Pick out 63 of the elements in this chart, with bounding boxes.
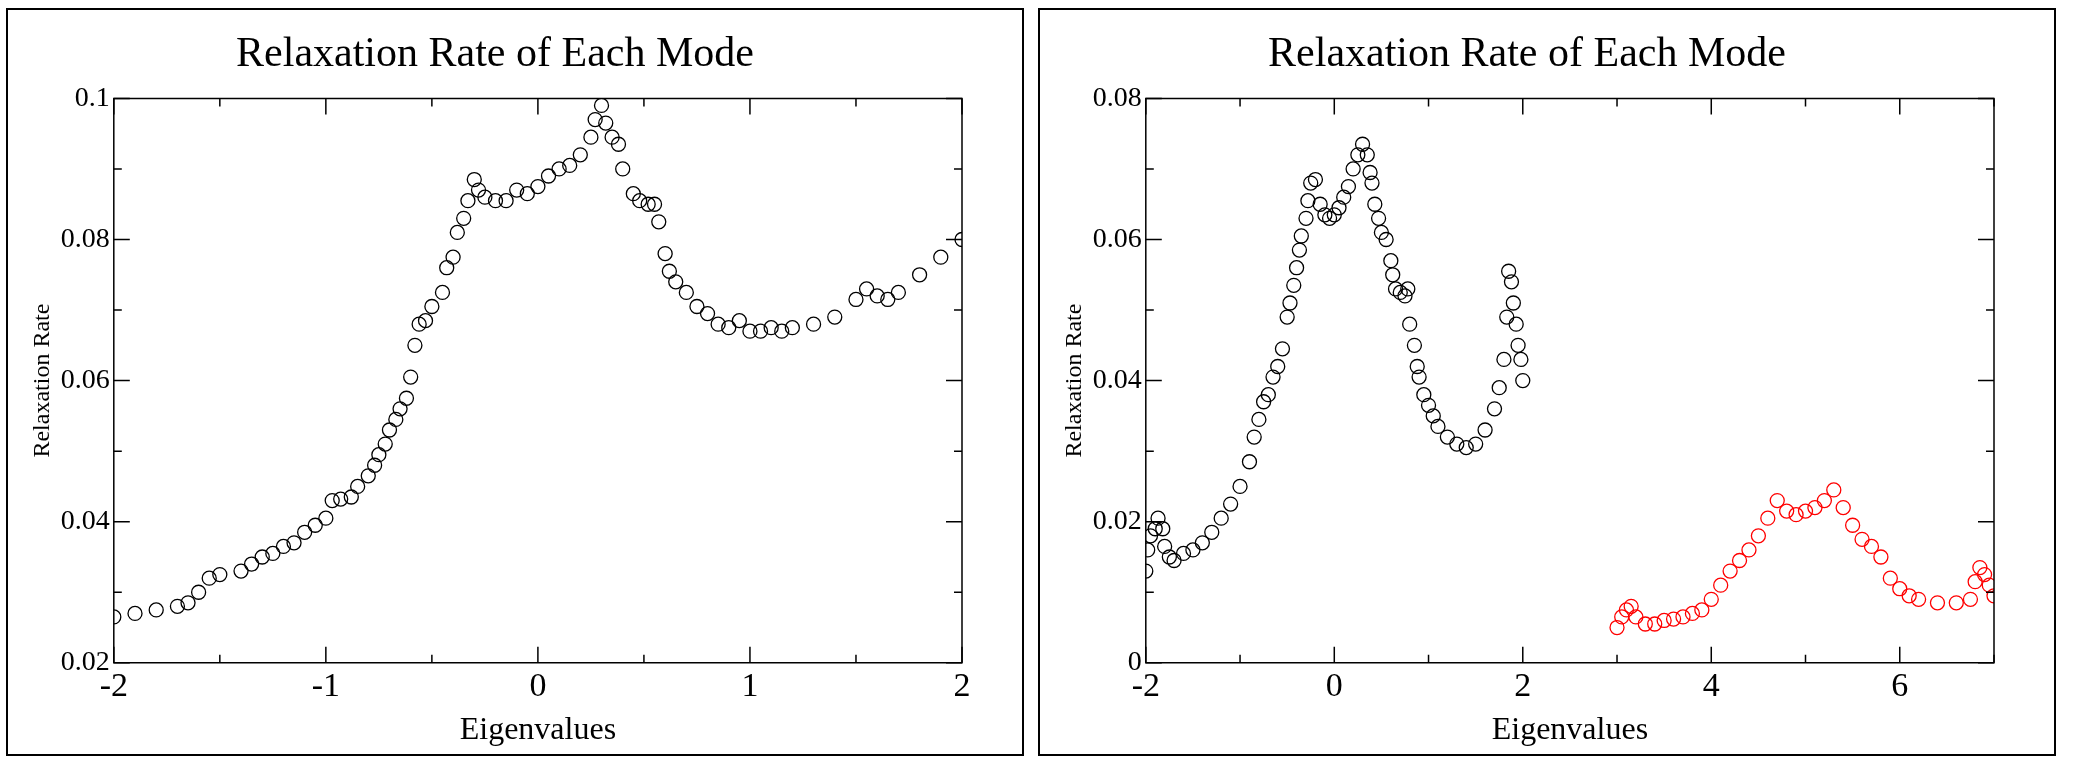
point: [1614, 609, 1630, 625]
point: [1618, 602, 1635, 618]
point: [1750, 528, 1767, 544]
point: [1882, 570, 1898, 586]
point: [1854, 531, 1870, 547]
x-axis-title: Eigenvalues: [459, 710, 617, 747]
point: [1901, 588, 1917, 604]
x-tick-label: 4: [1702, 666, 1720, 704]
y-tick-label: 0.04: [60, 504, 110, 536]
y-tick-label: 0.02: [1092, 504, 1142, 536]
x-axis-title: Eigenvalues: [1491, 710, 1649, 747]
y-tick-label: 0.1: [74, 80, 110, 112]
y-tick-label: 0.08: [1092, 80, 1142, 112]
point: [1609, 619, 1625, 636]
y-tick-label: 0.08: [60, 221, 110, 253]
point: [1769, 492, 1785, 509]
point: [1665, 611, 1682, 627]
point: [1760, 510, 1776, 526]
point: [1731, 552, 1748, 569]
x-tick-label: 1: [741, 666, 759, 704]
point: [1807, 499, 1823, 516]
point: [1844, 517, 1861, 533]
point: [1967, 574, 1983, 590]
point: [1826, 482, 1842, 498]
x-tick-label: 2: [953, 666, 971, 704]
point: [1741, 542, 1757, 558]
point: [1910, 591, 1927, 607]
point: [1972, 559, 1988, 576]
point: [1873, 549, 1889, 565]
point: [1637, 616, 1653, 632]
x-tick-label: 0: [1325, 666, 1343, 704]
x-tick-label: 0: [529, 666, 547, 704]
chart-title: Relaxation Rate of Each Mode: [236, 29, 754, 76]
point: [1976, 566, 1993, 583]
point: [1713, 577, 1729, 593]
point: [1779, 503, 1795, 519]
point: [1816, 492, 1833, 509]
point: [1647, 616, 1663, 632]
point: [1656, 612, 1672, 629]
point: [1797, 503, 1814, 519]
point: [1722, 563, 1738, 579]
point: [1962, 591, 1979, 607]
point: [1892, 581, 1908, 597]
y-tick-label: 0.06: [60, 362, 110, 394]
y-axis-title: Relaxation Rate: [27, 303, 54, 458]
point: [1948, 595, 1964, 611]
y-tick-label: 0.04: [1092, 362, 1142, 394]
point: [1863, 538, 1880, 555]
x-tick-label: 6: [1891, 666, 1909, 704]
point: [1835, 499, 1851, 516]
x-tick-label: 2: [1514, 666, 1532, 704]
point: [1684, 605, 1701, 622]
point: [1929, 595, 1946, 611]
point: [1675, 609, 1691, 625]
point: [1703, 591, 1719, 607]
point: [1628, 609, 1644, 625]
x-tick-label: -1: [311, 666, 341, 704]
point: [1623, 598, 1639, 615]
chart-title: Relaxation Rate of Each Mode: [1268, 29, 1786, 76]
point: [1788, 507, 1804, 523]
y-axis-title: Relaxation Rate: [1059, 303, 1086, 458]
y-tick-label: 0.06: [1092, 221, 1142, 253]
point: [1694, 602, 1710, 618]
